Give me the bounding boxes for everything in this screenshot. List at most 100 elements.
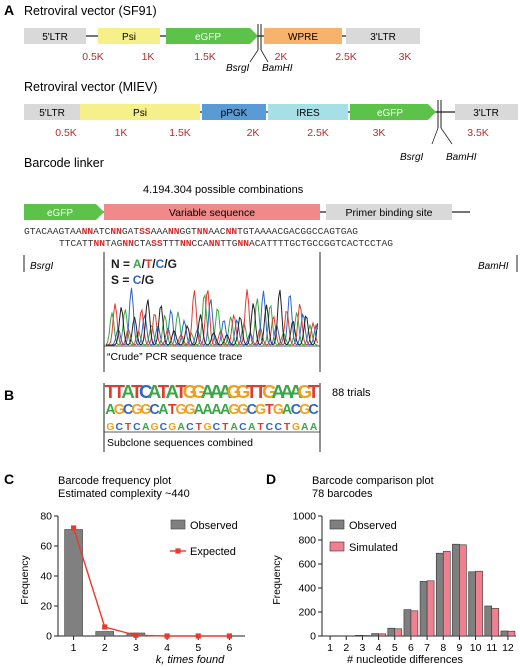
chart-d-bar-simulated [442, 551, 451, 637]
chart-c-x-tick-label: 3 [133, 642, 139, 654]
chart-d-x-tick-label: 1 [327, 642, 333, 654]
logo-letter: C [308, 402, 318, 418]
sequence-segment: NN [168, 226, 180, 237]
sf91-segment-5ltr-label: 5'LTR [42, 32, 68, 43]
chart-c-x-tick-label: 5 [195, 642, 201, 654]
logo-letter: A [194, 402, 204, 418]
sequence-segment: TTT [163, 238, 181, 249]
chart-c-bar-observed [64, 529, 83, 637]
logo-letter: T [114, 381, 126, 402]
miev-segment-3ltr [455, 104, 518, 120]
chart-c-point-expected [195, 633, 201, 639]
sf91-tick: 1K [142, 51, 155, 63]
logo-letter: C [139, 381, 153, 402]
logo-letter: C [213, 422, 221, 433]
logo-letter: A [289, 381, 303, 402]
chart-d-y-tick-label: 0 [310, 631, 316, 643]
miev-site2-leader [440, 127, 453, 145]
chart-d-x-tick-label: 11 [486, 642, 497, 654]
chart-d-ylabel: Frequency [271, 554, 283, 604]
logo-letter: A [166, 381, 180, 402]
chart-d-bar-observed [371, 633, 379, 637]
sequence-segment: NN [82, 226, 94, 237]
sf91-tick: 3K [399, 51, 412, 63]
sequence-segment: TTCATT [59, 238, 94, 249]
sequence-segment: GAT [122, 226, 140, 237]
chart-d-y-tick-label: 600 [298, 559, 316, 571]
logo-letter: G [140, 402, 151, 418]
sequence-segment: C [133, 273, 142, 287]
chart-d-x-tick-label: 8 [440, 642, 446, 654]
chart-d-y-tick-label: 200 [298, 607, 316, 619]
chart-d-x-tick-label: 7 [424, 642, 430, 654]
logo-letter: T [257, 422, 264, 433]
logo-letter: C [149, 402, 159, 418]
sf91-segment-wpre-label: WPRE [288, 32, 318, 43]
miev-tick: 2.5K [307, 127, 329, 139]
logo-letter: C [133, 422, 141, 433]
chart-c-x-tick-label: 6 [226, 642, 232, 654]
sf91-segment-egfp-label: eGFP [195, 32, 221, 43]
sf91-segment-5ltr [24, 28, 86, 44]
logo-letter: T [175, 381, 187, 402]
chart-c-point-expected [164, 633, 170, 639]
logo-letter: T [196, 422, 203, 433]
logo-letter: A [158, 402, 168, 418]
sequence-segment: GGT [179, 226, 197, 237]
panel-label-a: A [4, 2, 14, 18]
logo-letter: A [248, 422, 256, 433]
chart-d-bar-simulated [378, 633, 386, 637]
logo-letter: A [105, 402, 115, 418]
chart-d-xlabel: # nucleotide differences [347, 654, 463, 666]
sf91-segment-egfp [166, 28, 258, 44]
sf91-segment-3ltr-label: 3'LTR [370, 32, 396, 43]
nucleotide-legend-n: N = A/T/C/G [111, 257, 177, 271]
sf91-tick: 0.5K [82, 51, 104, 63]
sf91-tick: 1.5K [194, 51, 216, 63]
chart-c-legend-observed-swatch [170, 519, 186, 530]
trace-channel [106, 287, 318, 346]
chart-d-x-tick-label: 10 [470, 642, 482, 654]
miev-segment-egfp-label: eGFP [377, 108, 403, 119]
logo-letter: T [125, 422, 132, 433]
linker-variable-block [104, 204, 320, 220]
miev-site-bamhi: BamHI [446, 152, 477, 163]
logo-letter: G [168, 422, 176, 433]
sf91-segment-wpre [264, 28, 342, 44]
chart-d-y-tick-label: 800 [298, 535, 316, 547]
logo-letter: T [222, 422, 229, 433]
logo-letter: G [255, 402, 266, 418]
logo-letter: A [211, 402, 221, 418]
miev-segment-3ltr-label: 3'LTR [473, 108, 499, 119]
sequence-segment: AAC [208, 226, 226, 237]
logo-letter: A [280, 381, 294, 402]
sequence-segment: / [141, 273, 145, 287]
sequence-segment: SS [151, 238, 163, 249]
chart-d-legend-simulated-swatch [329, 541, 345, 552]
linker-primer-block [326, 204, 452, 220]
sf91-site-bamhi: BamHI [262, 63, 293, 74]
chart-d-y-tick-label: 1000 [293, 511, 317, 523]
logo-letter: T [284, 422, 291, 433]
trace-channel [105, 293, 318, 346]
logo-letter: G [191, 381, 206, 402]
chart-d-bar-observed [419, 581, 428, 637]
sequence-segment: / [152, 257, 156, 271]
logo-letter: T [246, 381, 258, 402]
logo-letter: T [265, 402, 274, 418]
chart-d-x-tick-label: 9 [456, 642, 462, 654]
logo-letter: G [151, 422, 159, 433]
logo-letter: C [247, 402, 257, 418]
trials-label: 88 trials [332, 387, 371, 399]
chart-d-bar-simulated [394, 628, 403, 637]
linker-variable-label: Variable sequence [169, 207, 255, 219]
sequence-segment: NN [197, 226, 209, 237]
miev-segment-psi [80, 104, 200, 120]
chart-d-bar-simulated [491, 608, 500, 637]
sequence-trace-chromatogram [105, 287, 318, 346]
chart-d-bar-observed [387, 627, 396, 637]
logo-letter: G [227, 381, 242, 402]
logo-letter: T [105, 381, 117, 402]
